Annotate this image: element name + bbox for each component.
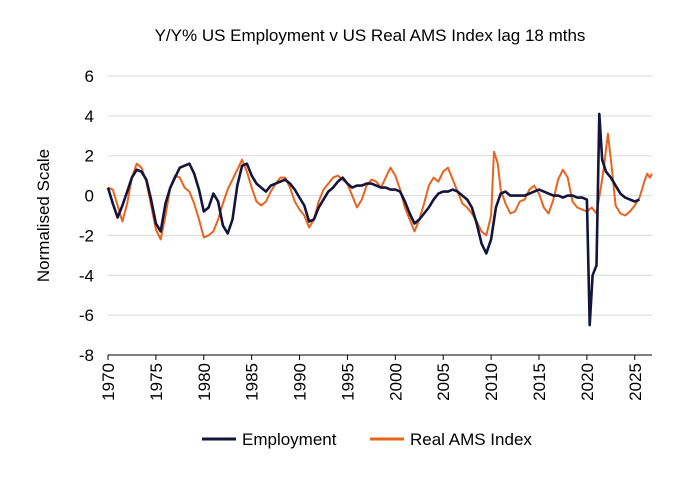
x-tick-label: 2015 — [530, 363, 549, 401]
x-axis-ticks: 1970 1975 1980 1985 1990 1995 2000 2005 2010 2015… — [99, 355, 645, 401]
x-tick-label: 1995 — [338, 363, 357, 401]
y-tick-label: 4 — [85, 107, 94, 126]
series-line-real-ams-index — [107, 132, 653, 241]
x-tick-label: 1975 — [147, 363, 166, 401]
x-tick-label: 2000 — [386, 363, 405, 401]
x-tick-label: 1980 — [195, 363, 214, 401]
chart-title: Y/Y% US Employment v US Real AMS Index l… — [155, 26, 586, 45]
x-tick-label: 1985 — [243, 363, 262, 401]
y-axis-ticks: -8 -6 -4 -2 0 2 4 6 — [79, 67, 94, 365]
y-tick-label: 2 — [85, 147, 94, 166]
y-tick-label: 0 — [85, 187, 94, 206]
x-tick-label: 1970 — [99, 363, 118, 401]
legend: Employment Real AMS Index — [202, 430, 532, 449]
y-tick-label: -8 — [79, 346, 94, 365]
y-tick-label: -4 — [79, 266, 94, 285]
y-axis-label: Normalised Scale — [34, 149, 53, 282]
legend-label-employment: Employment — [242, 430, 337, 449]
series-layer — [106, 112, 653, 327]
x-tick-label: 2020 — [578, 363, 597, 401]
x-tick-label: 1990 — [291, 363, 310, 401]
y-tick-label: -6 — [79, 306, 94, 325]
x-tick-label: 2005 — [434, 363, 453, 401]
x-tick-label: 2025 — [626, 363, 645, 401]
legend-item-real-ams-index: Real AMS Index — [370, 430, 532, 449]
series-line-employment — [106, 112, 640, 327]
y-tick-label: -2 — [79, 226, 94, 245]
grid-lines — [108, 75, 652, 316]
y-tick-label: 6 — [85, 67, 94, 86]
legend-item-employment: Employment — [202, 430, 337, 449]
x-tick-label: 2010 — [482, 363, 501, 401]
legend-label-real-ams-index: Real AMS Index — [410, 430, 532, 449]
